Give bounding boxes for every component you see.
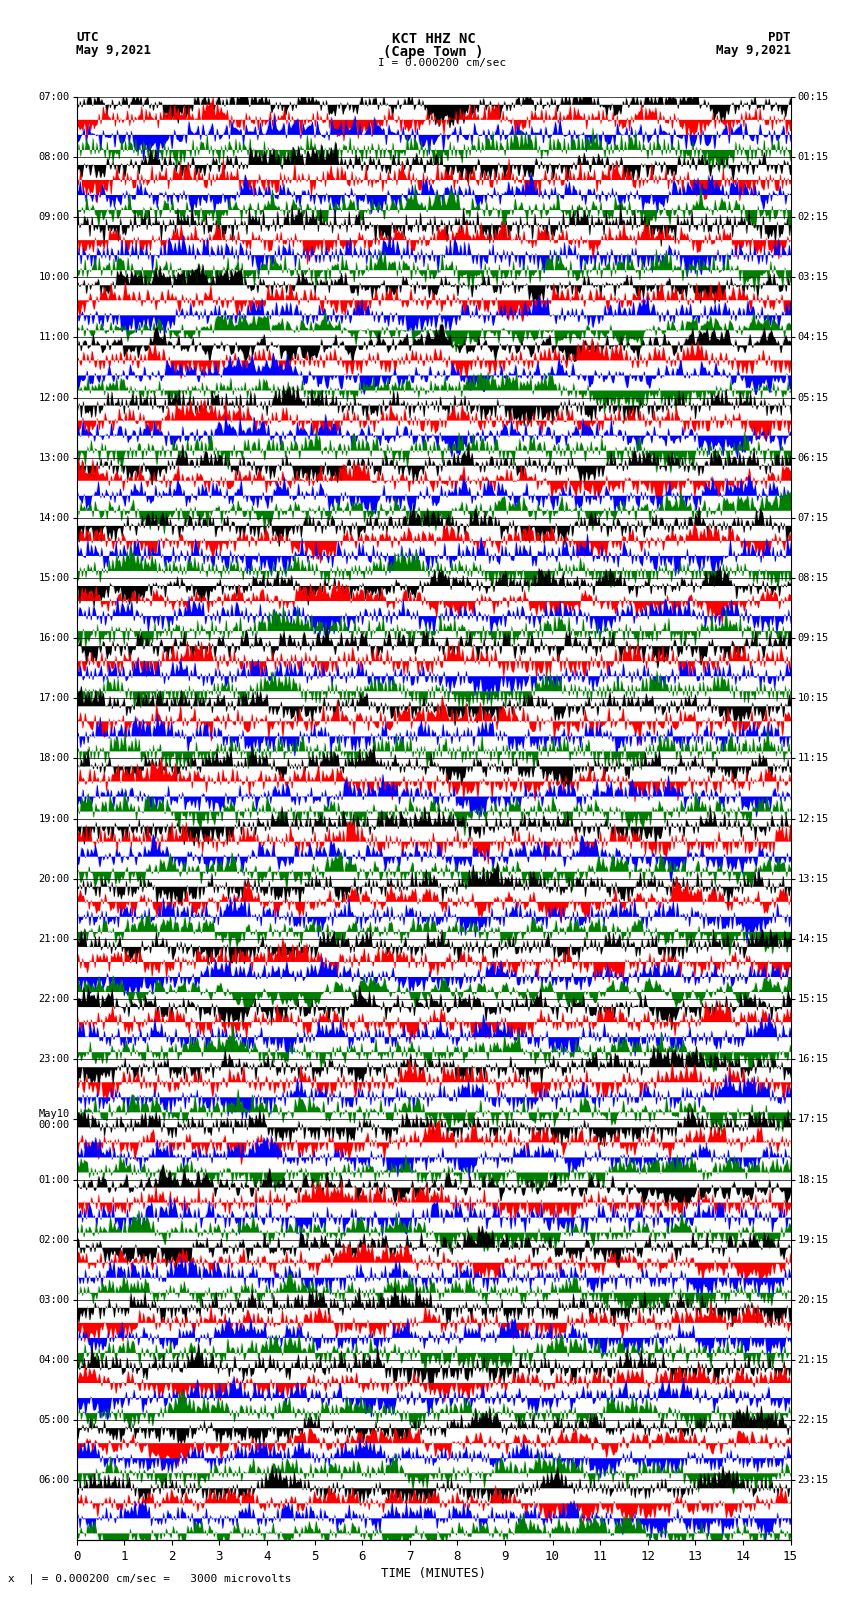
X-axis label: TIME (MINUTES): TIME (MINUTES) [381, 1568, 486, 1581]
Text: x  | = 0.000200 cm/sec =   3000 microvolts: x | = 0.000200 cm/sec = 3000 microvolts [8, 1573, 292, 1584]
Text: May 9,2021: May 9,2021 [76, 44, 151, 56]
Text: I = 0.000200 cm/sec: I = 0.000200 cm/sec [378, 58, 507, 68]
Text: May 9,2021: May 9,2021 [716, 44, 790, 56]
Text: (Cape Town ): (Cape Town ) [383, 45, 484, 60]
Text: KCT HHZ NC: KCT HHZ NC [392, 32, 475, 47]
Text: PDT: PDT [768, 31, 790, 44]
Text: UTC: UTC [76, 31, 99, 44]
